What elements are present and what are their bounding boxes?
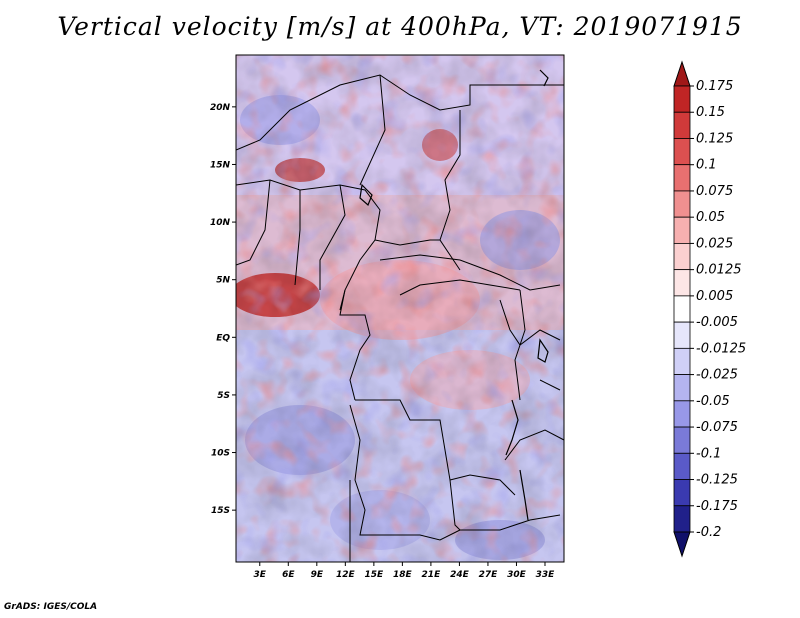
lon-tick-label: 12E xyxy=(336,570,356,580)
colorbar-label: 0.175 xyxy=(696,79,733,94)
lon-tick-label: 3E xyxy=(254,570,267,580)
colorbar-label: -0.0125 xyxy=(696,341,746,356)
colorbar-band xyxy=(673,164,691,192)
colorbar-band xyxy=(673,269,691,297)
colorbar-label: -0.025 xyxy=(696,368,738,383)
lat-tick-label: EQ xyxy=(216,333,230,343)
colorbar-label: -0.125 xyxy=(696,473,738,488)
map-frame xyxy=(235,54,565,563)
lat-tick-label: 10S xyxy=(211,449,230,459)
colorbar-band xyxy=(673,216,691,244)
colorbar-label: -0.075 xyxy=(696,420,738,435)
lon-tick-label: 27E xyxy=(479,570,499,580)
colorbar-label: 0.125 xyxy=(696,131,733,146)
lat-tick-label: 20N xyxy=(210,103,231,113)
colorbar-label: -0.175 xyxy=(696,499,738,514)
colorbar-label: -0.2 xyxy=(696,525,721,540)
colorbar-label: 0.075 xyxy=(696,184,733,199)
lat-tick-label: 10N xyxy=(210,218,231,228)
colorbar-band xyxy=(673,243,691,271)
country-borders xyxy=(236,74,564,562)
colorbar-band xyxy=(673,85,691,113)
colorbar-label: 0.05 xyxy=(696,210,725,225)
lon-tick-label: 33E xyxy=(536,570,556,580)
lon-tick-label: 24E xyxy=(450,570,470,580)
colorbar-top-arrow xyxy=(673,60,691,87)
colorbar-band xyxy=(673,479,691,507)
lon-tick-label: 18E xyxy=(393,570,413,580)
velocity-field xyxy=(236,55,564,562)
colorbar: 0.175 0.15 0.125 0.1 0.075 0.05 0.025 0.0125 0.0… xyxy=(673,60,746,558)
colorbar-label: 0.1 xyxy=(696,158,717,173)
lat-tick-label: 5S xyxy=(217,391,230,401)
colorbar-label: -0.05 xyxy=(696,394,730,409)
colorbar-label: -0.1 xyxy=(696,446,721,461)
colorbar-band xyxy=(673,295,691,323)
colorbar-bottom-arrow xyxy=(673,531,691,558)
colorbar-band xyxy=(673,190,691,218)
colorbar-label: 0.15 xyxy=(696,105,725,120)
colorbar-band xyxy=(673,426,691,454)
colorbar-band xyxy=(673,138,691,166)
latitude-axis: 20N 15N 10N 5N EQ 5S 10S 15S xyxy=(210,103,236,516)
lon-tick-label: 9E xyxy=(311,570,324,580)
colorbar-band xyxy=(673,111,691,139)
colorbar-band xyxy=(673,374,691,402)
colorbar-band xyxy=(673,505,691,533)
colorbar-label: 0.005 xyxy=(696,289,733,304)
colorbar-band xyxy=(673,400,691,428)
grads-credit: GrADS: IGES/COLA xyxy=(4,602,98,612)
colorbar-label: 0.0125 xyxy=(696,263,742,278)
lon-tick-label: 15E xyxy=(365,570,385,580)
lon-tick-label: 30E xyxy=(507,570,527,580)
lat-tick-label: 15S xyxy=(211,506,230,516)
lat-tick-label: 5N xyxy=(216,276,230,286)
lon-tick-label: 6E xyxy=(282,570,295,580)
colorbar-band xyxy=(673,321,691,349)
lat-tick-label: 15N xyxy=(210,160,231,170)
colorbar-label: -0.005 xyxy=(696,315,738,330)
longitude-axis: 3E 6E 9E 12E 15E 18E 21E 24E 27E 30E 33E xyxy=(254,562,556,580)
colorbar-band xyxy=(673,452,691,480)
chart-title: Vertical velocity [m/s] at 400hPa, VT: 2… xyxy=(57,12,743,41)
colorbar-band xyxy=(673,347,691,375)
colorbar-label: 0.025 xyxy=(696,236,733,251)
lon-tick-label: 21E xyxy=(422,570,442,580)
